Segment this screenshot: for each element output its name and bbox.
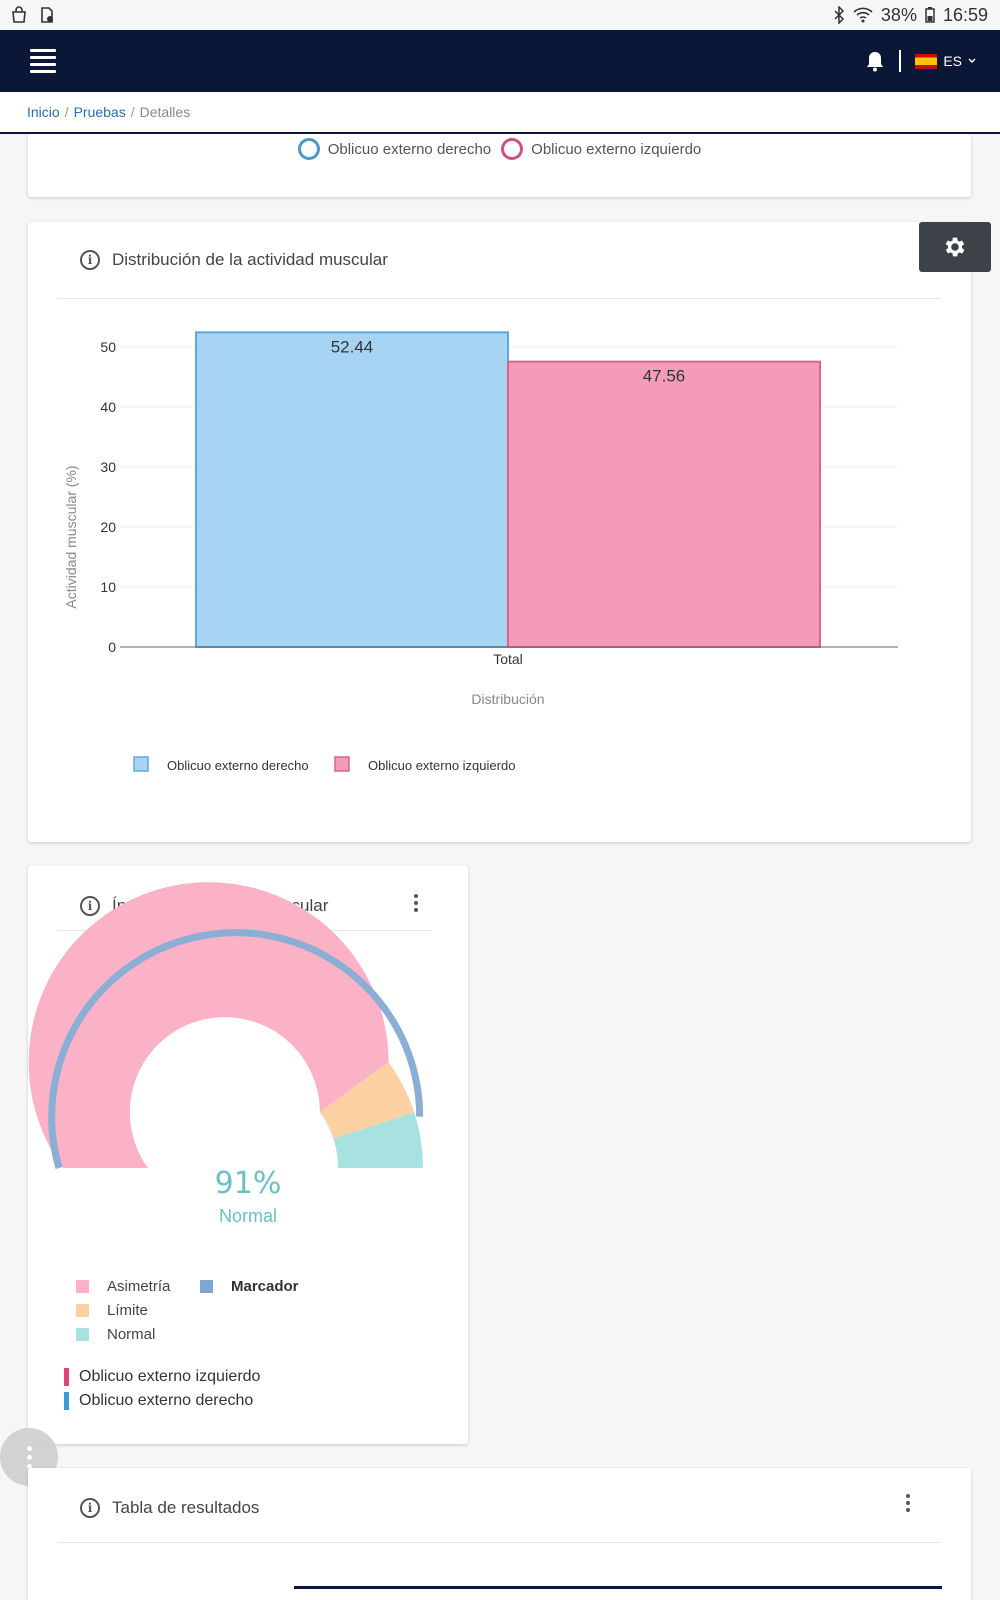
legend-label: Límite [107,1302,148,1319]
legend-label: Oblicuo externo izquierdo [531,140,702,158]
spain-flag-icon [915,53,938,69]
symmetry-percent: 91% [214,1166,282,1201]
symmetry-gauge [28,882,424,1169]
gauge-legend-limite: Límite [76,1302,148,1319]
breadcrumb-separator: / [64,104,69,120]
chevron-down-icon [968,58,976,63]
gear-icon [945,237,965,257]
more-options-icon[interactable] [414,894,418,912]
file-settings-icon [41,7,53,23]
legend-label: Oblicuo externo derecho [167,758,309,773]
legend-swatch [76,1304,89,1317]
gauge-legend-marcador: Marcador [200,1278,299,1295]
previous-chart-card: Oblicuo externo derecho Oblicuo externo … [28,134,971,197]
legend-label: Asimetría [107,1278,171,1295]
legend-swatch [200,1280,213,1293]
settings-button[interactable] [919,222,991,272]
symmetry-status: Normal [218,1206,277,1226]
muscle-label: Oblicuo externo derecho [79,1392,254,1409]
results-card: i Tabla de resultados [28,1468,971,1600]
info-icon[interactable]: i [80,1498,100,1518]
muscle-label: Oblicuo externo izquierdo [79,1368,261,1385]
x-tick-label: Total [493,651,523,667]
y-axis-title: Actividad muscular (%) [63,465,79,608]
gauge-marker-arc [48,929,424,1169]
language-label: ES [943,53,962,69]
distribution-card: i Distribución de la actividad muscular … [28,222,991,842]
more-options-icon[interactable] [906,1494,910,1512]
nav-divider [899,50,902,72]
battery-percent: 38% [880,4,917,25]
x-axis-title: Distribución [471,691,544,707]
symmetry-card: i Índices de simetría muscular 91% Norma… [28,866,468,1444]
card-header: i Distribución de la actividad muscular [80,250,388,270]
breadcrumb: Inicio / Pruebas / Detalles [0,92,1000,134]
gauge-segment-asimetria [28,882,389,1168]
circle-icon [501,138,524,160]
legend-label: Oblicuo externo derecho [327,140,492,158]
bar-chart: 0 10 20 30 40 50 52.44 47.56 Total Distribució… [63,331,898,773]
muscle-line-derecho: Oblicuo externo derecho [64,1392,253,1410]
clock: 16:59 [942,4,988,25]
legend-label: Oblicuo externo izquierdo [368,758,515,773]
legend-swatch [76,1280,89,1293]
battery-icon [925,7,935,23]
legend-item-izquierdo[interactable]: Oblicuo externo izquierdo [501,138,701,160]
y-tick-label: 10 [100,579,116,595]
legend-label: Normal [107,1326,156,1343]
legend-swatch [334,756,350,772]
table-tab-indicator [294,1586,942,1589]
bar-izquierdo [507,360,821,648]
bar-derecho [195,331,509,649]
color-bar [64,1368,69,1386]
legend-label: Marcador [231,1278,299,1295]
card-title: Distribución de la actividad muscular [112,250,388,269]
chart-legend-item[interactable]: Oblicuo externo izquierdo [334,756,515,773]
bell-icon[interactable] [865,50,885,72]
y-tick-label: 30 [100,459,116,475]
language-selector[interactable]: ES [915,53,976,69]
bar-value-label: 47.56 [643,367,686,386]
info-icon[interactable]: i [80,250,100,270]
card-title: Tabla de resultados [112,1498,260,1517]
gauge-segment-limite [319,1062,415,1139]
gauge-legend-normal: Normal [76,1326,155,1343]
gauge-legend-asimetria: Asimetría [76,1278,170,1295]
breadcrumb-home[interactable]: Inicio [27,104,60,120]
breadcrumb-current: Detalles [139,104,191,120]
wifi-icon [853,7,873,23]
y-tick-label: 40 [100,399,116,415]
top-navbar: ES [0,30,1000,92]
breadcrumb-separator: / [130,104,135,120]
info-icon[interactable]: i [80,896,100,916]
chart-legend-item[interactable]: Oblicuo externo derecho [133,756,309,773]
breadcrumb-pruebas[interactable]: Pruebas [73,104,126,120]
menu-icon[interactable] [30,49,56,73]
card-divider [58,298,941,299]
gauge-segment-normal [333,1112,423,1168]
color-bar [64,1392,69,1410]
status-bar: 38% 16:59 [0,0,1000,30]
y-tick-label: 50 [100,339,116,355]
card-header: i Tabla de resultados [80,1498,259,1518]
legend-item-derecho[interactable]: Oblicuo externo derecho [297,138,492,160]
bluetooth-icon [834,6,844,24]
bar-value-label: 52.44 [331,337,374,356]
y-tick-label: 0 [108,639,116,655]
circle-icon [297,138,320,160]
legend-swatch [133,756,149,772]
bag-icon [12,6,26,23]
legend-swatch [76,1328,89,1341]
card-divider [58,1542,941,1543]
muscle-line-izquierdo: Oblicuo externo izquierdo [64,1368,260,1386]
top-legend: Oblicuo externo derecho Oblicuo externo … [28,138,971,160]
y-tick-label: 20 [100,519,116,535]
